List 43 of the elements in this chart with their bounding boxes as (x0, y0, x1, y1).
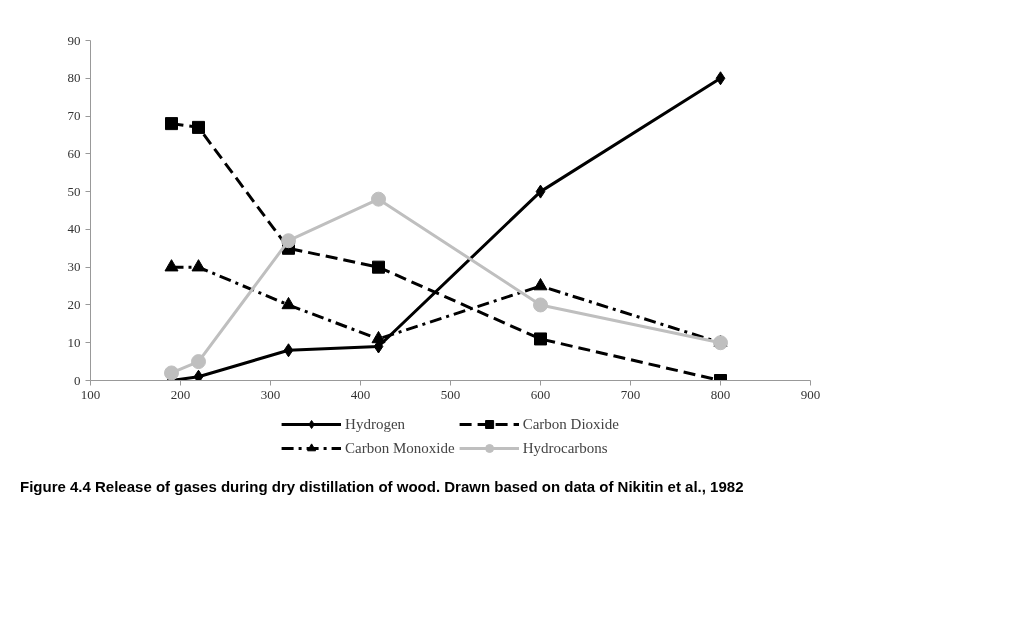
point (534, 332, 547, 346)
point (281, 296, 296, 310)
point (281, 233, 296, 249)
x-tick-label: 600 (530, 386, 551, 402)
x-tick-label: 300 (260, 386, 281, 402)
point (713, 335, 728, 351)
legend-label: Hydrocarbons (522, 439, 608, 457)
y-tick-label: 90 (67, 32, 81, 48)
point (372, 260, 385, 274)
y-tick-label: 20 (67, 296, 81, 312)
y-tick-label: 70 (67, 108, 81, 124)
x-tick-label: 100 (80, 386, 101, 402)
y-tick-label: 0 (74, 372, 81, 388)
point (191, 259, 206, 272)
point (371, 330, 386, 344)
point (533, 297, 548, 313)
y-tick-label: 30 (67, 259, 81, 275)
legend-label: Carbon Dioxide (522, 415, 619, 433)
point (535, 184, 546, 199)
y-tick-label: 10 (67, 334, 81, 350)
y-tick-label: 80 (67, 70, 81, 86)
legend-label: Hydrogen (345, 415, 406, 433)
y-tick-label: 50 (67, 183, 81, 199)
x-tick-label: 800 (710, 386, 731, 402)
point (533, 278, 548, 291)
point (164, 259, 179, 272)
point (283, 343, 294, 358)
x-tick-label: 700 (620, 386, 641, 402)
x-tick-label: 400 (350, 386, 371, 402)
x-tick-label: 500 (440, 386, 461, 402)
point (193, 369, 204, 381)
x-tick-label: 900 (800, 386, 821, 402)
point (371, 191, 386, 207)
point (715, 71, 726, 86)
y-tick-label: 60 (67, 145, 81, 161)
y-tick-label: 40 (67, 221, 81, 237)
caption: Figure 4.4 Release of gases during dry distillation of wood. Drawn based on data of Nikitin et al., 1982 (20, 477, 744, 497)
legend-label: Carbon Monoxide (345, 439, 455, 457)
x-tick-label: 200 (170, 386, 191, 402)
point (165, 117, 178, 131)
point (191, 354, 206, 370)
point (164, 365, 179, 381)
point (192, 120, 205, 134)
